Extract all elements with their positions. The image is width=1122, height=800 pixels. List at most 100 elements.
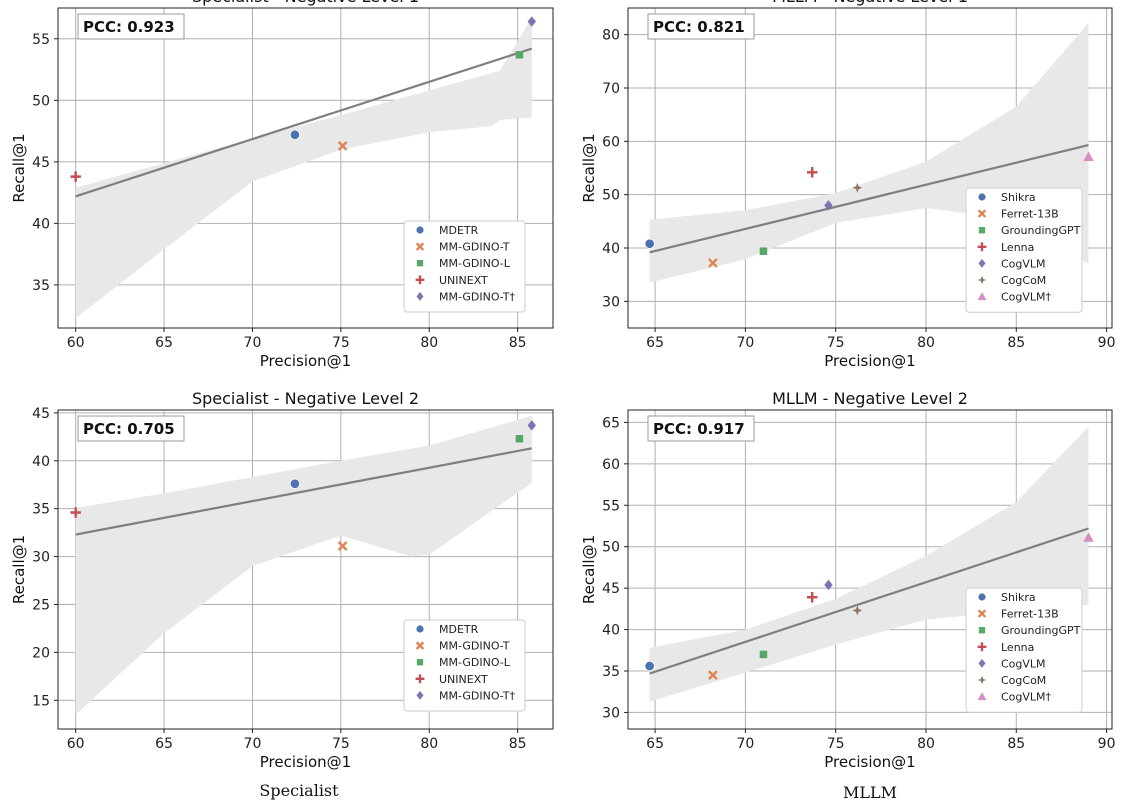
legend-marker xyxy=(977,292,987,301)
legend-label: CogVLM xyxy=(1001,657,1046,670)
confidence-band xyxy=(75,17,532,319)
data-point-groundinggpt xyxy=(759,650,768,659)
chart-title: Specialist - Negative Level 2 xyxy=(192,389,419,408)
legend-label: GroundingGPT xyxy=(1001,624,1081,637)
x-axis-label: Precision@1 xyxy=(824,352,915,370)
pcc-annotation: PCC: 0.923 xyxy=(77,13,185,40)
y-axis-label: Recall@1 xyxy=(580,133,598,202)
chart-panel-2: 65 70 75 80 85 90304050607080Precision@1Recal… xyxy=(580,0,1115,370)
legend-label: CogCoM xyxy=(1001,674,1046,687)
y-tick-label: 35 xyxy=(602,664,620,680)
legend-marker xyxy=(415,225,425,235)
legend-marker xyxy=(977,275,987,285)
x-tick-label: 90 xyxy=(1098,335,1116,351)
legend-label: Shikra xyxy=(1001,191,1036,204)
x-tick-label: 90 xyxy=(1098,736,1116,752)
legend: Shikra Ferret-13B GroundingGPT Lenna CogVLM C… xyxy=(965,187,1083,313)
x-tick-label: 70 xyxy=(736,736,754,752)
data-point-mdetr xyxy=(289,129,301,140)
legend-marker xyxy=(415,674,425,684)
data-point-cogvlm- xyxy=(1083,532,1094,542)
legend-marker xyxy=(977,192,987,202)
plot-frame xyxy=(57,7,554,329)
data-point-lenna xyxy=(806,592,818,603)
x-tick-label: 75 xyxy=(332,736,350,752)
legend-marker xyxy=(978,258,986,268)
x-tick-label: 80 xyxy=(917,736,935,752)
y-axis-label: Recall@1 xyxy=(10,133,28,202)
legend-marker xyxy=(415,624,425,634)
pcc-annotation: PCC: 0.821 xyxy=(647,13,755,40)
x-tick-label: 75 xyxy=(827,335,845,351)
legend-label: Ferret-13B xyxy=(1001,208,1059,221)
x-tick-label: 70 xyxy=(244,335,262,351)
legend-marker xyxy=(415,641,425,650)
legend-marker xyxy=(977,692,987,701)
legend-label: Lenna xyxy=(1001,241,1034,254)
legend-label: MM-GDINO-T xyxy=(439,241,510,254)
legend-label: MM-GDINO-L xyxy=(439,656,511,669)
y-tick-label: 40 xyxy=(32,454,50,470)
chart-panel-3: 60 65 70 75 80 85 15 20 25 30 35 40 45 Precision@1 Rec… xyxy=(10,389,554,771)
y-tick-label: 60 xyxy=(602,134,620,150)
x-tick-label: 70 xyxy=(244,736,262,752)
legend-label: UNINEXT xyxy=(439,274,488,287)
data-point-shikra xyxy=(644,238,655,249)
legend-label: MM-GDINO-L xyxy=(439,257,511,270)
x-tick-label: 75 xyxy=(827,736,845,752)
pcc-annotation: PCC: 0.917 xyxy=(647,415,755,442)
data-point-groundinggpt xyxy=(759,247,768,255)
y-tick-label: 40 xyxy=(32,216,50,232)
x-axis-label: Precision@1 xyxy=(260,352,351,370)
legend: MDETR MM-GDINO-T MM-GDINO-L UNINEXT MM-GDINO… xyxy=(403,619,526,712)
y-tick-label: 55 xyxy=(32,32,50,48)
confidence-band xyxy=(649,22,1089,283)
x-tick-label: 65 xyxy=(155,335,173,351)
legend: Shikra Ferret-13B GroundingGPT Lenna CogVLM C… xyxy=(965,587,1083,713)
y-tick-label: 40 xyxy=(602,623,620,639)
data-point-ferret-13b xyxy=(708,670,718,680)
regression-line xyxy=(75,47,533,198)
y-tick-label: 15 xyxy=(32,693,50,709)
y-axis-label: Recall@1 xyxy=(580,535,598,604)
legend-label: Shikra xyxy=(1001,591,1036,604)
y-tick-label: 80 xyxy=(602,28,620,44)
legend-marker xyxy=(977,609,987,618)
data-point-cogvlm- xyxy=(1083,151,1094,161)
chart-panel-1: 60 65 70 75 80 85 35 40 45 50 55 Precision@1 Recall@… xyxy=(10,0,554,370)
confidence-band xyxy=(75,415,532,715)
x-tick-label: 60 xyxy=(67,335,85,351)
y-tick-label: 65 xyxy=(602,415,620,431)
y-tick-label: 50 xyxy=(602,540,620,556)
y-tick-label: 45 xyxy=(32,406,50,422)
legend-marker xyxy=(978,627,986,634)
chart-title: MLLM - Negative Level 2 xyxy=(772,389,968,408)
legend-label: MDETR xyxy=(439,623,479,636)
chart-title: MLLM - Negative Level 1 xyxy=(772,0,968,6)
data-point-cogcom xyxy=(852,605,863,616)
legend-label: MDETR xyxy=(439,224,479,237)
y-tick-label: 30 xyxy=(32,550,50,566)
confidence-band xyxy=(649,426,1089,702)
data-point-cogcom xyxy=(852,182,863,193)
x-tick-label: 85 xyxy=(509,335,527,351)
legend-label: MM-GDINO-T† xyxy=(439,689,515,702)
y-tick-label: 25 xyxy=(32,597,50,613)
legend-marker xyxy=(978,658,986,668)
legend-marker xyxy=(415,275,425,285)
plot-frame xyxy=(627,409,1113,730)
data-point-mm-gdino-t- xyxy=(527,16,536,27)
legend-marker xyxy=(978,227,986,234)
x-tick-label: 70 xyxy=(736,335,754,351)
legend-label: CogVLM† xyxy=(1001,291,1052,304)
legend-marker xyxy=(416,659,424,666)
x-axis-label: Precision@1 xyxy=(260,753,351,771)
legend-marker xyxy=(416,260,424,267)
y-tick-label: 40 xyxy=(602,241,620,257)
y-tick-label: 50 xyxy=(602,188,620,204)
y-tick-label: 60 xyxy=(602,457,620,473)
caption-right: MLLM xyxy=(843,783,897,800)
y-tick-label: 45 xyxy=(32,155,50,171)
y-tick-label: 30 xyxy=(602,705,620,721)
